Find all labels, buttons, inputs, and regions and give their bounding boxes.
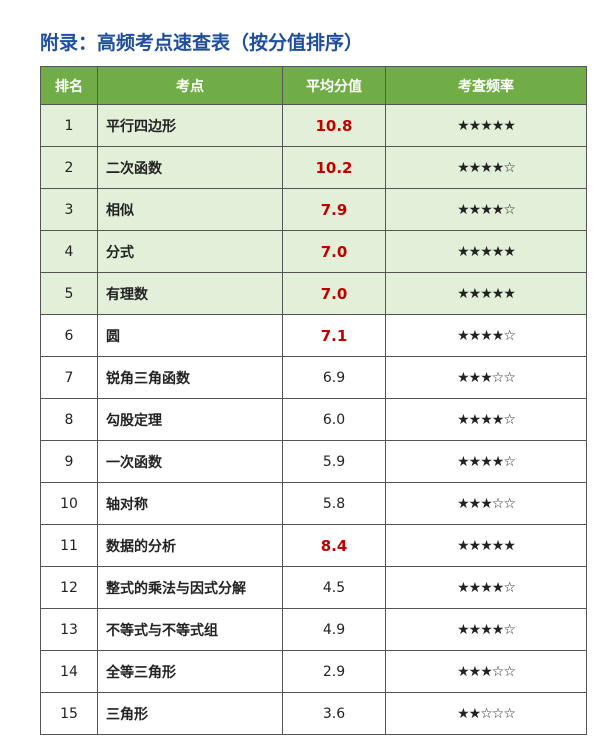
score: 4.9 xyxy=(282,608,386,651)
score: 6.9 xyxy=(282,356,386,399)
topic: 轴对称 xyxy=(97,482,283,525)
title: 附录：高频考点速查表（按分值排序） xyxy=(40,32,364,54)
topic: 一次函数 xyxy=(97,440,283,483)
topic: 勾股定理 xyxy=(97,398,283,441)
table-row: 7 锐角三角函数 6.9 ★★★☆☆ xyxy=(40,356,587,399)
table-row: 2 二次函数 10.2 ★★★★☆ xyxy=(40,146,587,189)
rank: 1 xyxy=(40,104,98,147)
score: 5.9 xyxy=(282,440,386,483)
topic: 全等三角形 xyxy=(97,650,283,693)
table-row: 3 相似 7.9 ★★★★☆ xyxy=(40,188,587,231)
frequency: ★★★★☆ xyxy=(385,566,587,609)
score: 7.9 xyxy=(282,188,386,231)
frequency: ★★★★☆ xyxy=(385,608,587,651)
frequency: ★★★★★ xyxy=(385,104,587,147)
rank: 15 xyxy=(40,692,98,735)
topic: 平行四边形 xyxy=(97,104,283,147)
rank: 7 xyxy=(40,356,98,399)
table-body: 1 平行四边形 10.8 ★★★★★ 2 二次函数 10.2 ★★★★☆ 3 相似 7.9 ★★★★☆… xyxy=(40,104,587,735)
score: 8.4 xyxy=(282,524,386,567)
frequency: ★★★★★ xyxy=(385,524,587,567)
topic: 相似 xyxy=(97,188,283,231)
rank: 13 xyxy=(40,608,98,651)
header-row: 排名 考点 平均分值 考查频率 xyxy=(40,66,587,105)
frequency: ★★★★★ xyxy=(385,230,587,273)
column-header: 平均分值 xyxy=(282,66,386,105)
score: 3.6 xyxy=(282,692,386,735)
topic: 二次函数 xyxy=(97,146,283,189)
rank: 14 xyxy=(40,650,98,693)
rank: 6 xyxy=(40,314,98,357)
table-row: 1 平行四边形 10.8 ★★★★★ xyxy=(40,104,587,147)
topic: 数据的分析 xyxy=(97,524,283,567)
rank: 8 xyxy=(40,398,98,441)
score: 6.0 xyxy=(282,398,386,441)
rank: 11 xyxy=(40,524,98,567)
frequency: ★★★★☆ xyxy=(385,440,587,483)
table-row: 13 不等式与不等式组 4.9 ★★★★☆ xyxy=(40,608,587,651)
table-row: 9 一次函数 5.9 ★★★★☆ xyxy=(40,440,587,483)
table-row: 14 全等三角形 2.9 ★★★☆☆ xyxy=(40,650,587,693)
score: 4.5 xyxy=(282,566,386,609)
table-row: 15 三角形 3.6 ★★☆☆☆ xyxy=(40,692,587,735)
table-row: 12 整式的乘法与因式分解 4.5 ★★★★☆ xyxy=(40,566,587,609)
topic: 整式的乘法与因式分解 xyxy=(97,566,283,609)
score: 10.8 xyxy=(282,104,386,147)
rank: 9 xyxy=(40,440,98,483)
score: 10.2 xyxy=(282,146,386,189)
table-row: 11 数据的分析 8.4 ★★★★★ xyxy=(40,524,587,567)
table-row: 6 圆 7.1 ★★★★☆ xyxy=(40,314,587,357)
score: 2.9 xyxy=(282,650,386,693)
column-header: 考点 xyxy=(97,66,283,105)
frequency: ★★☆☆☆ xyxy=(385,692,587,735)
rank: 3 xyxy=(40,188,98,231)
frequency: ★★★★☆ xyxy=(385,146,587,189)
frequency: ★★★★☆ xyxy=(385,314,587,357)
frequency: ★★★★★ xyxy=(385,272,587,315)
frequency: ★★★★☆ xyxy=(385,188,587,231)
table-row: 5 有理数 7.0 ★★★★★ xyxy=(40,272,587,315)
table-row: 4 分式 7.0 ★★★★★ xyxy=(40,230,587,273)
score: 5.8 xyxy=(282,482,386,525)
topic: 三角形 xyxy=(97,692,283,735)
frequency: ★★★★☆ xyxy=(385,398,587,441)
rank: 2 xyxy=(40,146,98,189)
column-header: 考查频率 xyxy=(385,66,587,105)
table-row: 8 勾股定理 6.0 ★★★★☆ xyxy=(40,398,587,441)
topic: 不等式与不等式组 xyxy=(97,608,283,651)
score: 7.1 xyxy=(282,314,386,357)
rank: 4 xyxy=(40,230,98,273)
column-header: 排名 xyxy=(40,66,98,105)
topic: 圆 xyxy=(97,314,283,357)
topic: 锐角三角函数 xyxy=(97,356,283,399)
topic: 有理数 xyxy=(97,272,283,315)
table-row: 10 轴对称 5.8 ★★★☆☆ xyxy=(40,482,587,525)
frequency: ★★★☆☆ xyxy=(385,482,587,525)
rank: 5 xyxy=(40,272,98,315)
rank: 12 xyxy=(40,566,98,609)
frequency: ★★★☆☆ xyxy=(385,650,587,693)
rank: 10 xyxy=(40,482,98,525)
table: 排名 考点 平均分值 考查频率 1 平行四边形 10.8 ★★★★★ 2 二次函数 10.2 ★★★… xyxy=(40,66,587,735)
score: 7.0 xyxy=(282,230,386,273)
frequency: ★★★☆☆ xyxy=(385,356,587,399)
topic: 分式 xyxy=(97,230,283,273)
score: 7.0 xyxy=(282,272,386,315)
